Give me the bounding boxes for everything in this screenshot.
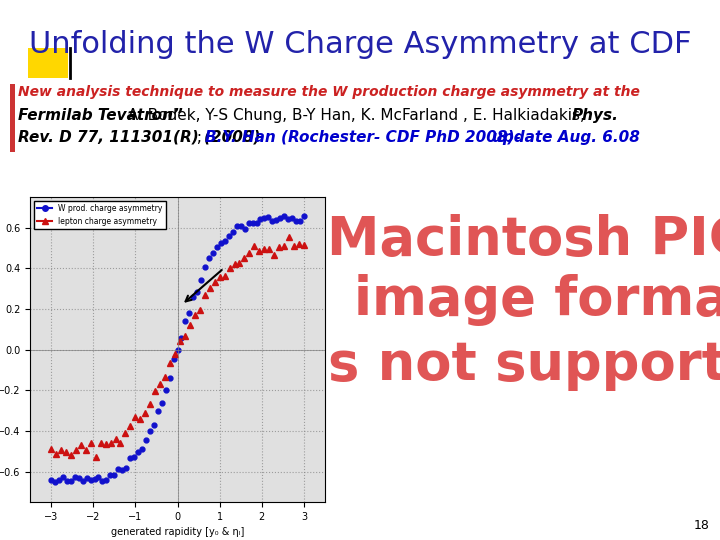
W prod. charge asymmetry bbox=[181, 318, 190, 324]
Text: 18: 18 bbox=[694, 519, 710, 532]
lepton charge asymmetry bbox=[300, 242, 308, 248]
Text: Fermilab Tevatron”: Fermilab Tevatron” bbox=[18, 108, 183, 123]
Text: Macintosh PICT: Macintosh PICT bbox=[327, 214, 720, 266]
W prod. charge asymmetry bbox=[47, 477, 55, 483]
Line: lepton charge asymmetry: lepton charge asymmetry bbox=[48, 234, 307, 460]
W prod. charge asymmetry bbox=[50, 478, 59, 485]
Bar bbox=[10, 84, 15, 152]
Legend: W prod. charge asymmetry, lepton charge asymmetry: W prod. charge asymmetry, lepton charge … bbox=[34, 201, 166, 229]
lepton charge asymmetry bbox=[171, 351, 179, 357]
Bar bbox=[28, 48, 68, 78]
W prod. charge asymmetry bbox=[300, 212, 308, 219]
W prod. charge asymmetry bbox=[110, 471, 119, 478]
lepton charge asymmetry bbox=[47, 446, 55, 452]
lepton charge asymmetry bbox=[215, 274, 224, 280]
Text: ;: ; bbox=[192, 130, 207, 145]
lepton charge asymmetry bbox=[205, 285, 214, 292]
Text: New analysis technique to measure the W production charge asymmetry at the: New analysis technique to measure the W … bbox=[18, 85, 640, 99]
Text: A. Bodek, Y-S Chung, B-Y Han, K. McFarland , E. Halkiadakis,: A. Bodek, Y-S Chung, B-Y Han, K. McFarla… bbox=[118, 108, 590, 123]
Text: is not supported: is not supported bbox=[310, 339, 720, 391]
lepton charge asymmetry bbox=[91, 454, 100, 461]
Line: W prod. charge asymmetry: W prod. charge asymmetry bbox=[49, 213, 306, 484]
Text: B.Y. Han (Rochester- CDF PhD 2008)-: B.Y. Han (Rochester- CDF PhD 2008)- bbox=[205, 130, 526, 145]
W prod. charge asymmetry bbox=[158, 400, 166, 406]
W prod. charge asymmetry bbox=[126, 454, 135, 461]
lepton charge asymmetry bbox=[186, 321, 194, 328]
Text: Phys.: Phys. bbox=[572, 108, 619, 123]
lepton charge asymmetry bbox=[141, 410, 150, 416]
lepton charge asymmetry bbox=[66, 451, 75, 458]
W prod. charge asymmetry bbox=[268, 218, 276, 225]
Text: update Aug. 6.08: update Aug. 6.08 bbox=[492, 130, 640, 145]
lepton charge asymmetry bbox=[284, 234, 293, 240]
Text: Unfolding the W Charge Asymmetry at CDF: Unfolding the W Charge Asymmetry at CDF bbox=[29, 30, 691, 59]
Text: image format: image format bbox=[354, 274, 720, 326]
W prod. charge asymmetry bbox=[292, 217, 300, 224]
Text: Rev. D 77, 111301(R) (2008): Rev. D 77, 111301(R) (2008) bbox=[18, 130, 261, 145]
X-axis label: generated rapidity [y₀ & ηₗ]: generated rapidity [y₀ & ηₗ] bbox=[111, 527, 244, 537]
